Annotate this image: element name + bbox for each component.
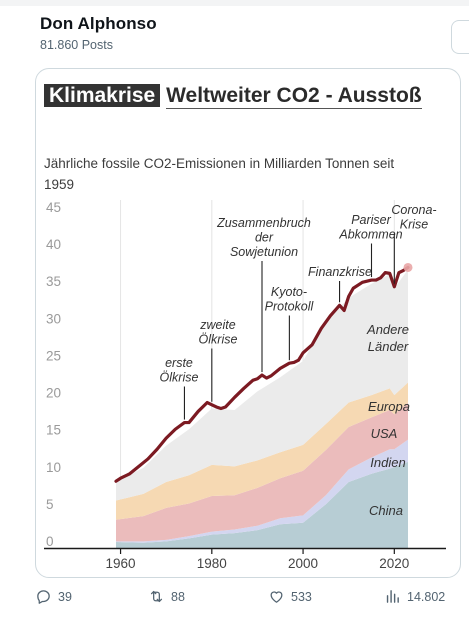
annotation-label: Kyoto-	[271, 285, 307, 299]
views-button[interactable]: 14.802	[384, 588, 445, 605]
reply-button[interactable]: 39	[35, 588, 72, 605]
region-label: Andere	[366, 322, 409, 337]
display-name[interactable]: Don Alphonso	[40, 14, 157, 33]
y-tick-label: 40	[46, 237, 61, 252]
y-tick-label: 35	[46, 274, 61, 289]
reply-count: 39	[58, 589, 72, 604]
repost-icon	[150, 590, 163, 603]
y-tick-label: 20	[46, 386, 61, 401]
x-tick-label: 1960	[106, 556, 136, 571]
region-label: Länder	[368, 339, 409, 354]
region-label: USA	[371, 426, 398, 441]
annotation-label: Finanzkrise	[308, 265, 372, 279]
region-label: Europa	[368, 399, 410, 414]
post-count: 81.860 Posts	[40, 38, 113, 52]
avatar[interactable]	[451, 20, 469, 54]
annotation-label: Corona-	[391, 203, 436, 217]
post-header: Don Alphonso 81.860 Posts	[40, 14, 157, 52]
annotation-label: Pariser	[351, 213, 391, 227]
annotation-label: Protokoll	[265, 300, 315, 314]
chart-title-text: Weltweiter CO2 - Ausstoß	[166, 84, 422, 109]
y-tick-label: 15	[46, 423, 61, 438]
action-bar: 39 88 533 14.802	[0, 588, 469, 612]
like-count: 533	[291, 589, 312, 604]
annotation-label: Ölkrise	[160, 371, 199, 385]
y-tick-label: 45	[46, 200, 61, 215]
like-button[interactable]: 533	[268, 588, 312, 605]
chart-subtitle: Jährliche fossile CO2-Emissionen in Mill…	[44, 156, 395, 192]
chart-title: Klimakrise Weltweiter CO2 - Ausstoß	[44, 81, 444, 111]
annotation-label: Abkommen	[338, 228, 402, 242]
annotation-label: der	[255, 231, 274, 245]
y-tick-label: 0	[46, 534, 54, 549]
annotation-label: erste	[165, 356, 193, 370]
y-tick-label: 5	[46, 497, 54, 512]
y-tick-label: 30	[46, 311, 61, 326]
region-label: China	[369, 503, 403, 518]
annotation-label: Krise	[400, 218, 429, 232]
repost-button[interactable]: 88	[148, 588, 185, 605]
reply-icon	[37, 590, 50, 604]
area-china	[116, 461, 408, 548]
media-card[interactable]: Klimakrise Weltweiter CO2 - Ausstoß Jähr…	[35, 68, 461, 578]
view-count: 14.802	[407, 589, 446, 604]
area-usa	[116, 402, 408, 542]
area-andere-länder	[116, 269, 408, 501]
annotation-label: Zusammenbruch	[216, 216, 311, 230]
chart-title-tag: Klimakrise	[44, 84, 161, 107]
top-strip	[0, 0, 469, 6]
area-europa	[116, 382, 408, 520]
x-tick-label: 2000	[288, 556, 318, 571]
total-line-end-marker	[403, 262, 413, 272]
views-bar-chart-icon	[386, 590, 399, 603]
annotation-label: zweite	[199, 318, 235, 332]
y-tick-label: 10	[46, 460, 61, 475]
annotation-label: Sowjetunion	[230, 245, 298, 259]
heart-icon	[270, 591, 283, 603]
x-tick-label: 1980	[197, 556, 227, 571]
annotation-label: Ölkrise	[199, 333, 238, 347]
repost-count: 88	[171, 589, 185, 604]
region-label: Indien	[370, 455, 405, 470]
x-tick-label: 2020	[379, 556, 409, 571]
total-emissions-line	[114, 265, 410, 483]
y-tick-label: 25	[46, 348, 61, 363]
